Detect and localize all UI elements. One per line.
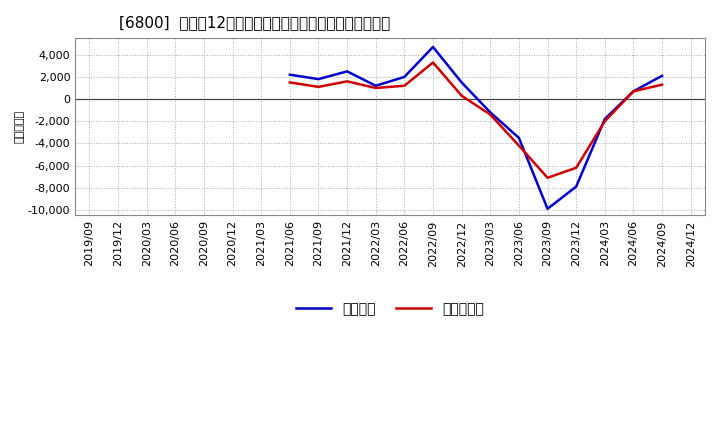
経常利益 — [543, 206, 552, 212]
経常利益 — [572, 184, 580, 189]
経常利益 — [343, 69, 351, 74]
当期純利益 — [457, 93, 466, 99]
当期純利益 — [658, 82, 667, 87]
Line: 経常利益: 経常利益 — [290, 47, 662, 209]
経常利益 — [600, 117, 609, 122]
経常利益 — [658, 73, 667, 78]
当期純利益 — [515, 143, 523, 148]
経常利益 — [515, 135, 523, 140]
当期純利益 — [629, 89, 638, 94]
経常利益 — [629, 89, 638, 94]
経常利益 — [286, 72, 294, 77]
Legend: 経常利益, 当期純利益: 経常利益, 当期純利益 — [291, 297, 490, 322]
Y-axis label: （百万円）: （百万円） — [15, 110, 25, 143]
当期純利益 — [428, 60, 437, 65]
当期純利益 — [572, 165, 580, 170]
当期純利益 — [543, 175, 552, 180]
経常利益 — [314, 77, 323, 82]
経常利益 — [372, 83, 380, 88]
経常利益 — [400, 74, 409, 80]
当期純利益 — [372, 85, 380, 91]
当期純利益 — [600, 119, 609, 124]
経常利益 — [486, 110, 495, 115]
Line: 当期純利益: 当期純利益 — [290, 62, 662, 178]
経常利益 — [457, 80, 466, 85]
当期純利益 — [400, 83, 409, 88]
経常利益 — [428, 44, 437, 50]
当期純利益 — [343, 79, 351, 84]
当期純利益 — [314, 84, 323, 89]
当期純利益 — [486, 112, 495, 117]
当期純利益 — [286, 80, 294, 85]
Text: [6800]  利益だ12か月移動合計の対前年同期増減額の推移: [6800] 利益だ12か月移動合計の対前年同期増減額の推移 — [120, 15, 390, 30]
